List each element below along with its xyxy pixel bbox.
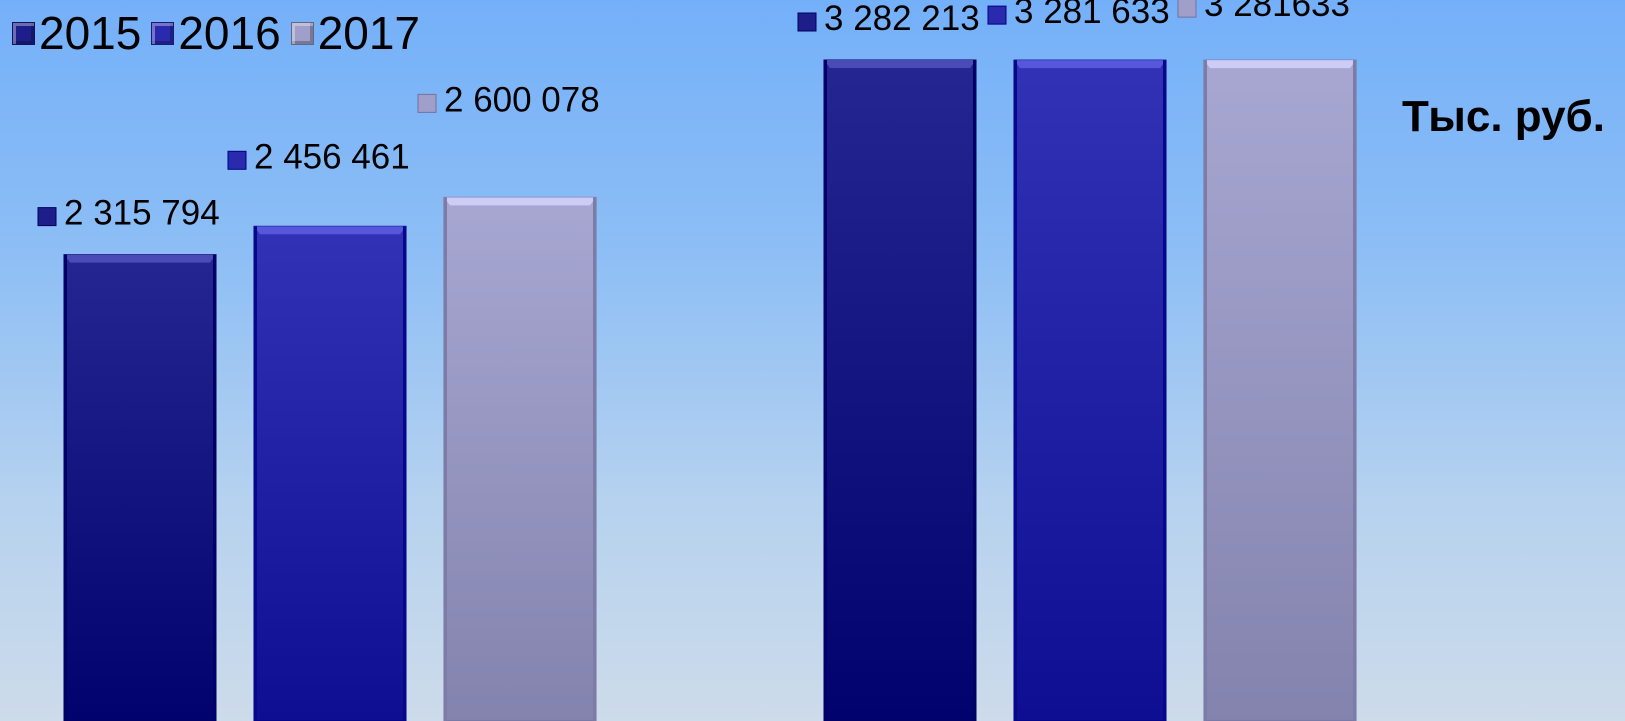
bar-bevel-2015-2 [824, 60, 976, 68]
bar-bevel-2015-1 [64, 254, 216, 263]
legend-label-2016: 2016 [178, 7, 281, 59]
data-label-swatch-2015-2 [797, 12, 817, 32]
bar-bevel-2016-2 [1014, 60, 1166, 69]
bar-edge-left-2017-2 [1204, 60, 1207, 721]
bar-edge-left-2017-1 [444, 197, 447, 721]
legend-swatch-2017 [290, 21, 314, 45]
data-label-2017-2: 3 281633 [1204, 0, 1350, 24]
bar-edge-right-2017-1 [593, 197, 596, 721]
data-label-swatch-2017-1 [417, 93, 437, 113]
bar-2015-1 [63, 254, 217, 721]
data-label-2015-2: 3 282 213 [824, 0, 980, 38]
data-label-swatch-2017-2 [1177, 0, 1197, 18]
legend-swatch-2015 [12, 21, 35, 45]
bar-edge-right-2016-1 [403, 226, 406, 721]
bar-edge-left-2016-1 [254, 226, 257, 721]
bar-edge-right-2015-1 [213, 254, 216, 721]
bar-edge-right-2017-2 [1353, 60, 1356, 721]
bar-2017-2 [1203, 59, 1357, 721]
data-label-swatch-2015-1 [37, 207, 57, 227]
bar-2015-2 [823, 59, 977, 721]
legend-item-2017: 2017 [290, 7, 421, 59]
data-label-2017-1: 2 600 078 [444, 80, 600, 119]
legend-label-2017: 2017 [317, 7, 421, 59]
bar-edge-left-2015-2 [824, 60, 827, 721]
bar-bevel-2016-1 [254, 226, 406, 235]
legend-swatch-2016 [151, 21, 175, 45]
bar-2016-1 [253, 225, 407, 721]
data-label-2015-1: 2 315 794 [64, 194, 220, 233]
bar-bevel-2017-1 [444, 197, 596, 206]
bar-bevel-2017-2 [1204, 60, 1356, 69]
bar-2016-2 [1013, 59, 1167, 721]
data-label-2016-2: 3 281 633 [1014, 0, 1170, 31]
bar-edge-left-2016-2 [1014, 60, 1017, 721]
legend-label-2015: 2015 [39, 7, 142, 59]
data-label-2016-1: 2 456 461 [254, 137, 410, 176]
data-label-swatch-2016-2 [987, 5, 1007, 25]
unit-label: Тыс. руб. [1402, 92, 1605, 141]
bar-2017-1 [443, 196, 597, 721]
data-label-swatch-2016-1 [227, 150, 247, 170]
bar-edge-right-2016-2 [1163, 60, 1166, 721]
bar-edge-left-2015-1 [64, 254, 67, 721]
legend-item-2016: 2016 [151, 7, 281, 59]
chart-legend: 2015 2016 2017 [12, 10, 430, 56]
bar-edge-right-2015-2 [973, 60, 976, 721]
legend-item-2015: 2015 [12, 10, 141, 56]
